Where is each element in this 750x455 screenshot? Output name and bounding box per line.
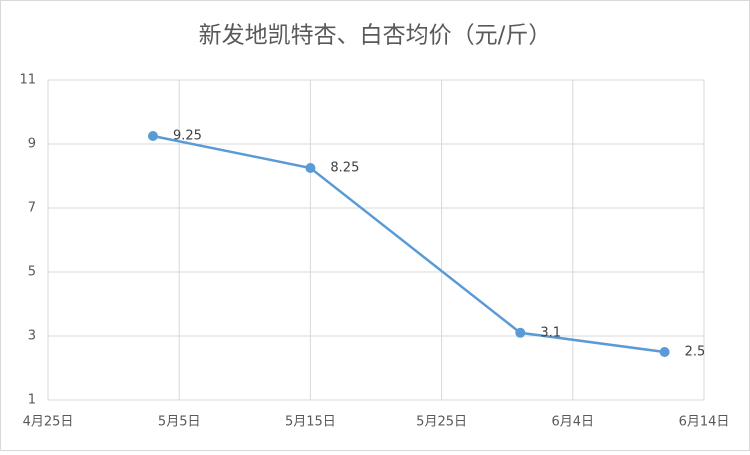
y-tick-label: 7: [28, 201, 36, 216]
data-label: 8.25: [330, 161, 359, 176]
chart-title: 新发地凯特杏、白杏均价（元/斤）: [199, 23, 552, 49]
y-tick-label: 3: [28, 329, 36, 344]
data-label: 3.1: [540, 325, 561, 340]
point: [515, 327, 526, 338]
point: [147, 131, 158, 141]
data-label: 2.5: [685, 345, 706, 360]
line: [152, 134, 665, 354]
x-tick-label: 6月4日: [552, 415, 595, 430]
point: [659, 347, 670, 357]
y-tick-label: 11: [19, 73, 36, 88]
x-tick-label: 5月25日: [416, 415, 467, 430]
x-tick-label: 5月5日: [158, 415, 201, 430]
data-label: 9.25: [173, 129, 202, 144]
y-tick-label: 1: [28, 393, 36, 408]
point: [305, 163, 316, 173]
x-tick-label: 5月15日: [285, 415, 336, 430]
x-tick-label: 4月25日: [23, 415, 74, 430]
y-tick-label: 9: [28, 137, 36, 152]
y-tick-label: 5: [28, 265, 36, 280]
x-tick-label: 6月14日: [679, 415, 730, 430]
